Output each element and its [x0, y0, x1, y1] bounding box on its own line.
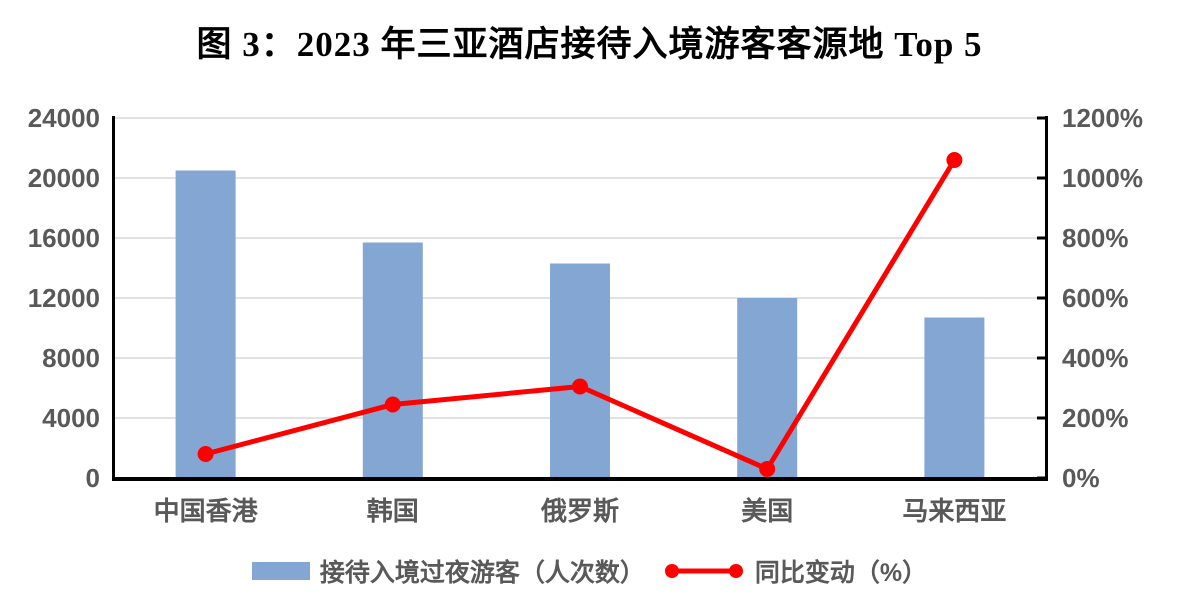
chart-title: 图 3：2023 年三亚酒店接待入境游客客源地 Top 5	[196, 25, 983, 64]
line-marker-韩国	[384, 396, 401, 413]
bar-俄罗斯	[550, 263, 610, 478]
bar-韩国	[362, 242, 423, 478]
right-axis-tick-label: 0%	[1062, 463, 1100, 493]
legend: 接待入境过夜游客（人次数） 同比变动（%）	[0, 553, 1179, 589]
legend-line-dot	[664, 564, 679, 578]
left-axis-tick-label: 20000	[28, 163, 100, 193]
category-label: 俄罗斯	[540, 496, 619, 526]
category-label: 韩国	[367, 496, 419, 526]
combo-chart: 0 4000 8000 12000 16000 20000 24000 0% 200% 400% 6…	[28, 103, 1143, 526]
left-axis-tick-label: 0	[86, 463, 100, 493]
left-axis-tick-label: 4000	[42, 403, 100, 433]
bar-马来西亚	[924, 317, 985, 478]
left-axis-tick-label: 12000	[28, 283, 100, 313]
category-label: 中国香港	[154, 496, 259, 526]
right-axis-tick-label: 800%	[1062, 223, 1129, 253]
right-axis-tick-label: 1000%	[1062, 163, 1143, 193]
line-marker-中国香港	[197, 446, 214, 462]
left-axis-tick-label: 16000	[28, 223, 100, 253]
legend-line-dot	[728, 564, 743, 578]
legend-bar-label: 接待入境过夜游客（人次数）	[319, 559, 645, 587]
right-axis-tick-label: 400%	[1062, 343, 1129, 373]
bar-美国	[737, 298, 798, 478]
category-label: 美国	[741, 496, 793, 526]
category-label: 马来西亚	[902, 496, 1006, 526]
left-axis-tick-label: 24000	[28, 103, 100, 133]
legend-line-swatch	[664, 564, 743, 578]
right-axis-tick-label: 200%	[1062, 403, 1129, 433]
left-axis-tick-label: 8000	[42, 343, 100, 373]
line-marker-马来西亚	[946, 152, 963, 168]
right-axis-tick-label: 1200%	[1062, 103, 1143, 133]
legend-bar-swatch	[251, 562, 310, 580]
right-axis-tick-label: 600%	[1062, 283, 1129, 313]
line-marker-俄罗斯	[572, 378, 588, 395]
legend-line-label: 同比变动（%）	[754, 559, 928, 587]
bar-中国香港	[175, 170, 236, 478]
line-marker-美国	[759, 461, 776, 477]
